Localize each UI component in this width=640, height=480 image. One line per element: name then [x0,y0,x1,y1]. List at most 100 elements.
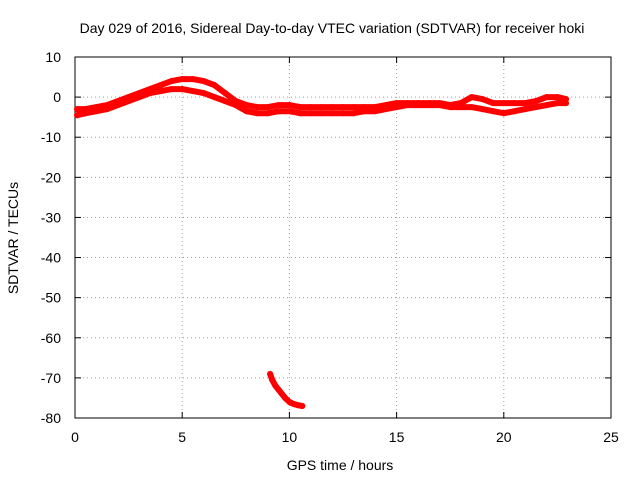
data-point [318,110,325,117]
data-point [500,100,507,107]
axis-ticks [74,56,612,419]
data-point [168,86,175,93]
data-point [200,78,207,85]
y-tick-label: -10 [41,129,61,145]
data-point [490,108,497,115]
data-point [243,108,250,115]
data-point [265,104,271,111]
data-point [157,82,164,89]
data-point [307,110,314,117]
data-point [211,94,218,101]
data-point [74,106,81,113]
data-point [382,106,389,113]
data-point [533,98,539,105]
data-point [299,403,306,409]
data-point [479,106,486,113]
data-point [179,86,186,93]
x-tick-label: 15 [389,429,405,445]
x-axis-label: GPS time / hours [287,457,394,473]
data-point [147,90,153,97]
data-point [232,102,239,109]
data-point [340,104,346,111]
data-point [415,102,421,109]
data-point [318,104,325,111]
data-point [468,104,475,111]
y-tick-label: -60 [41,330,61,346]
data-point [278,390,285,397]
data-point [479,96,486,103]
data-point [265,110,271,117]
data-series [74,76,569,409]
data-point [457,104,464,111]
data-point [157,88,164,95]
data-point [563,100,569,107]
data-point [275,386,282,393]
data-point [179,76,186,83]
x-tick-label: 0 [71,429,79,445]
data-point [404,102,411,109]
y-tick-label: 10 [45,49,61,65]
data-point [372,108,379,115]
x-tick-label: 10 [282,429,298,445]
data-point [490,100,497,107]
data-point [125,98,132,105]
x-tick-label: 25 [603,429,619,445]
y-tick-label: -30 [41,209,61,225]
data-point [350,104,357,111]
y-tick-labels: 10 0 -10 -20 -30 -40 -50 -60 -70 -80 [41,49,61,426]
data-point [361,108,368,115]
data-point [136,94,143,101]
grid-lines [75,57,611,418]
data-point [543,102,550,109]
data-point [114,102,121,109]
data-point [425,102,432,109]
data-point [189,76,196,83]
data-point [500,110,507,117]
data-point [297,110,304,117]
data-point [447,104,454,111]
data-point [522,106,529,113]
data-point [189,88,196,95]
data-point [200,90,207,97]
data-point [340,110,346,117]
data-point [93,108,100,115]
data-point [243,102,250,109]
data-point [329,104,336,111]
chart-title: Day 029 of 2016, Sidereal Day-to-day VTE… [80,20,585,36]
data-point [286,102,293,109]
data-point [282,394,289,401]
data-point [272,382,279,389]
data-point [533,104,539,111]
plot-frame [74,56,612,419]
data-point [74,112,81,119]
y-axis-label: SDTVAR / TECUs [5,182,21,294]
data-point [297,104,304,111]
data-point [543,94,550,101]
data-point [511,100,518,107]
data-point [168,78,175,85]
data-point [267,370,274,377]
data-point [350,110,357,117]
data-point [554,100,561,107]
data-point [269,376,276,383]
data-point [82,110,89,117]
data-point [511,108,518,115]
data-point [436,102,443,109]
data-point [254,110,261,117]
series-sdtvar-descent [267,370,306,409]
data-point [254,104,261,111]
data-point [468,94,475,101]
y-tick-label: -20 [41,169,61,185]
data-point [222,98,229,105]
data-point [522,100,529,107]
y-tick-label: -80 [41,410,61,426]
y-tick-label: -40 [41,250,61,266]
y-tick-label: -70 [41,370,61,386]
data-point [554,94,561,101]
data-point [393,104,400,111]
data-point [104,106,111,113]
x-tick-label: 5 [178,429,186,445]
y-tick-label: 0 [53,89,61,105]
x-tick-labels: 0 5 10 15 20 25 [71,429,619,445]
